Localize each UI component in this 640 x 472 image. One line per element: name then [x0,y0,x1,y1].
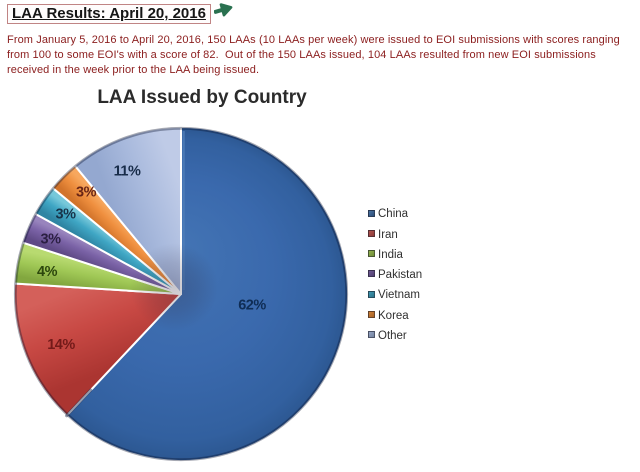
svg-text:3%: 3% [56,207,77,223]
svg-text:4%: 4% [37,264,58,280]
svg-text:62%: 62% [238,298,266,314]
svg-text:14%: 14% [47,337,75,353]
svg-text:3%: 3% [76,185,97,201]
svg-text:3%: 3% [41,232,62,248]
svg-text:11%: 11% [114,164,141,180]
